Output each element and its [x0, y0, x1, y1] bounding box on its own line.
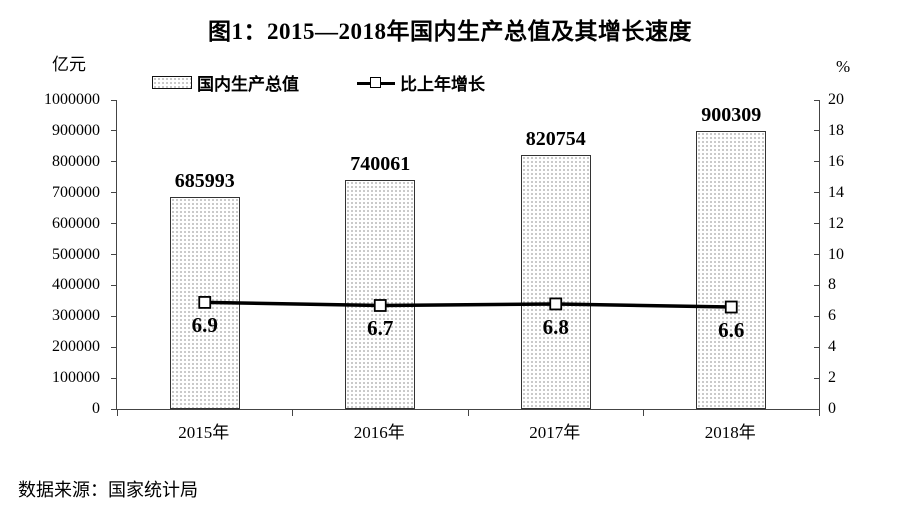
- right-axis-tick-label: 12: [828, 214, 844, 232]
- growth-line-swatch-icon: [357, 76, 395, 89]
- growth-point-marker: [724, 300, 738, 314]
- left-axis-tick: [111, 223, 117, 225]
- right-axis-tick: [814, 284, 819, 286]
- left-axis-tick-label: 200000: [52, 338, 100, 356]
- right-axis-tick: [814, 408, 819, 410]
- left-axis-tick-label: 400000: [52, 276, 100, 294]
- x-axis-category-label: 2018年: [704, 423, 756, 442]
- left-axis-tick: [111, 377, 117, 379]
- right-axis-tick: [814, 377, 819, 379]
- gdp-value-label: 685993: [174, 170, 235, 193]
- left-axis-tick: [111, 284, 117, 286]
- right-axis-tick: [814, 99, 819, 101]
- left-axis-tick-label: 0: [92, 400, 100, 417]
- right-axis-tick: [814, 254, 819, 255]
- chart-title: 图1：2015—2018年国内生产总值及其增长速度: [208, 19, 692, 44]
- left-axis-tick-label: 500000: [52, 245, 100, 263]
- legend-item-gdp: 国内生产总值: [152, 70, 299, 95]
- left-axis-tick: [111, 408, 117, 410]
- left-axis-tick: [111, 161, 117, 163]
- growth-point-marker: [373, 299, 387, 312]
- right-axis-tick-label: 6: [828, 307, 836, 325]
- growth-value-label: 6.8: [542, 314, 569, 339]
- left-axis-unit-label: 亿元: [52, 55, 86, 74]
- gdp-bar: [696, 130, 767, 409]
- left-axis-tick-label: 800000: [52, 152, 100, 170]
- right-axis-tick: [814, 161, 819, 163]
- gdp-bar: [345, 180, 416, 409]
- right-axis-tick-label: 8: [828, 276, 836, 294]
- right-axis-tick-label: 4: [828, 338, 836, 356]
- x-axis-tick: [116, 409, 118, 416]
- left-axis-tick: [111, 315, 117, 317]
- left-axis-tick-label: 300000: [52, 307, 100, 325]
- left-axis-tick-label: 700000: [52, 183, 100, 201]
- x-axis-tick: [643, 409, 644, 416]
- right-axis-tick-label: 10: [828, 245, 844, 263]
- x-axis-tick: [467, 409, 469, 416]
- left-axis-tick: [111, 130, 117, 132]
- right-axis-tick: [814, 130, 819, 132]
- right-axis-unit-label: %: [836, 57, 851, 76]
- left-axis-tick-label: 900000: [52, 121, 100, 139]
- x-axis-category-label: 2016年: [353, 423, 405, 442]
- right-axis-tick-label: 14: [828, 183, 844, 201]
- right-axis-tick-label: 16: [828, 152, 844, 170]
- plot-area: 685993 740061 820754 900309 6.9 6.7 6.8 6.6: [111, 99, 820, 416]
- x-axis-tick: [292, 409, 293, 416]
- x-axis-category-label: 2015年: [178, 423, 230, 442]
- legend: 国内生产总值 比上年增长: [152, 70, 485, 95]
- right-axis-tick-label: 20: [828, 91, 844, 108]
- legend-growth-label: 比上年增长: [400, 75, 485, 94]
- growth-value-label: 6.9: [191, 313, 218, 338]
- growth-line-chart: [198, 295, 738, 314]
- right-axis-tick-label: 18: [828, 121, 844, 139]
- left-axis-tick-labels: 0 100000 200000 300000 400000 500000 600000 700…: [0, 91, 108, 417]
- gdp-bar: [520, 155, 591, 409]
- left-axis-tick: [111, 192, 117, 194]
- left-axis-tick: [111, 346, 117, 348]
- gdp-bar-swatch-icon: [152, 76, 192, 89]
- growth-point-marker: [198, 295, 212, 309]
- legend-item-growth: 比上年增长: [357, 70, 485, 95]
- x-axis-tick: [818, 409, 820, 416]
- growth-value-label: 6.7: [367, 316, 394, 341]
- left-axis-tick-label: 100000: [52, 369, 100, 387]
- left-axis-tick: [111, 254, 117, 255]
- x-axis-category-labels: 2015年 2016年 2017年 2018年: [116, 418, 818, 442]
- right-axis-tick-label: 2: [828, 369, 836, 387]
- legend-gdp-label: 国内生产总值: [197, 75, 299, 94]
- growth-point-marker: [549, 297, 563, 311]
- right-axis-tick-labels: 0 2 4 6 8 10 12 14 16 18 20: [818, 91, 878, 417]
- x-axis-category-label: 2017年: [529, 423, 581, 442]
- growth-value-label: 6.6: [718, 318, 745, 343]
- right-axis-tick-label: 0: [828, 400, 836, 417]
- right-axis-tick: [814, 315, 819, 317]
- gdp-value-label: 740061: [350, 153, 411, 176]
- left-axis-tick-label: 600000: [52, 214, 100, 232]
- gdp-value-label: 820754: [525, 128, 586, 151]
- right-axis-tick: [814, 223, 819, 225]
- data-source-caption: 数据来源：国家统计局: [18, 480, 198, 500]
- left-axis-tick-label: 1000000: [44, 91, 100, 108]
- gdp-value-label: 900309: [701, 103, 762, 126]
- left-axis-tick: [111, 99, 117, 101]
- right-axis-tick: [814, 192, 819, 194]
- right-axis-tick: [814, 346, 819, 348]
